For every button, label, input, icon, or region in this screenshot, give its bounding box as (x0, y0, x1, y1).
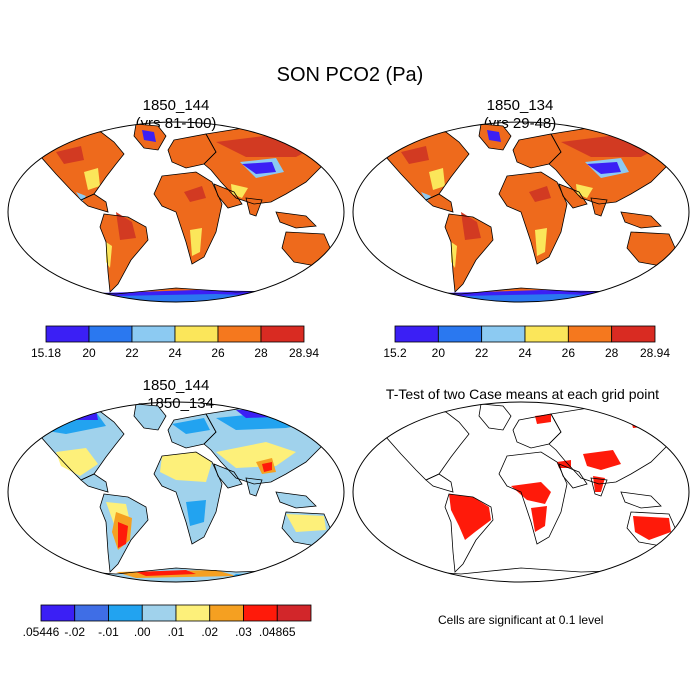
colorbar-label: .02 (201, 625, 218, 639)
colorbar-box (260, 325, 305, 343)
panel-title-line2: - 1850_134 (138, 395, 214, 412)
colorbar-box (108, 604, 143, 622)
panel-title-diff: 1850_144 - 1850_134 (6, 377, 346, 413)
colorbar-box (141, 604, 177, 622)
map-diff-frame (7, 401, 345, 583)
panel-title-line1: 1850_144 (142, 377, 210, 394)
colorbar-case2: 15.2 20 22 24 26 28 28.94 (383, 325, 670, 360)
colorbar-box (174, 325, 219, 343)
colorbar-box (481, 325, 526, 343)
colorbar-label: 20 (82, 346, 96, 360)
colorbar-case1: 15.18 20 22 24 26 28 28.94 (31, 325, 319, 360)
colorbar-box (175, 604, 211, 622)
map-case2-frame (352, 121, 690, 303)
panel-title-line2: (yrs 81-100) (135, 115, 217, 132)
colorbar-box (209, 604, 244, 622)
colorbar-label: 15.18 (31, 346, 61, 360)
map-ttest-frame (352, 401, 690, 583)
colorbar-label: 20 (432, 346, 446, 360)
colorbar-label: .01 (168, 625, 185, 639)
colorbar-diff: .05446 -.02 -.01 .00 .01 .02 .03 .04865 (23, 604, 312, 639)
colorbar-label: .05446 (23, 625, 60, 639)
map-diff (10, 403, 342, 582)
panel-title-line1: 1850_144 (142, 97, 210, 114)
map-case2 (355, 123, 687, 302)
colorbar-box (611, 325, 656, 343)
colorbar-box (394, 325, 439, 343)
panel-title-case2: 1850_134 (yrs 29-48) (350, 97, 690, 133)
colorbar-label: -.01 (98, 625, 119, 639)
colorbar-label: 22 (125, 346, 139, 360)
colorbar-box (437, 325, 483, 343)
colorbar-label: 28.94 (289, 346, 319, 360)
colorbar-label: 15.2 (383, 346, 407, 360)
colorbar-label: .04865 (259, 625, 296, 639)
colorbar-label: 22 (475, 346, 489, 360)
panel-title-line1: T-Test of two Case means at each grid po… (385, 386, 660, 402)
map-ttest (355, 403, 687, 582)
map-case1-frame (7, 121, 345, 303)
panel-title-ttest: T-Test of two Case means at each grid po… (350, 385, 695, 403)
colorbar-box (74, 604, 109, 622)
figure-title: SON PCO2 (Pa) (276, 64, 424, 86)
colorbar-box (276, 604, 312, 622)
panel-title-line1: 1850_134 (486, 97, 554, 114)
colorbar-box (88, 325, 133, 343)
map-case1 (10, 123, 342, 302)
colorbar-box (45, 325, 90, 343)
colorbar-label: 24 (168, 346, 182, 360)
colorbar-box (40, 604, 76, 622)
ttest-note: Cells are significant at 0.1 level (438, 613, 604, 627)
colorbar-label: .00 (134, 625, 151, 639)
colorbar-label: 26 (562, 346, 576, 360)
colorbar-label: -.02 (64, 625, 85, 639)
colorbar-label: 28 (254, 346, 268, 360)
colorbar-box (524, 325, 569, 343)
panel-title-line2: (yrs 29-48) (483, 115, 557, 132)
colorbar-label: 28.94 (640, 346, 670, 360)
colorbar-box (567, 325, 613, 343)
panel-title-case1: 1850_144 (yrs 81-100) (6, 97, 346, 133)
colorbar-box (243, 604, 278, 622)
colorbar-label: .03 (235, 625, 252, 639)
colorbar-label: 24 (518, 346, 532, 360)
colorbar-box (131, 325, 176, 343)
colorbar-box (217, 325, 262, 343)
colorbar-label: 28 (605, 346, 619, 360)
colorbar-label: 26 (211, 346, 225, 360)
